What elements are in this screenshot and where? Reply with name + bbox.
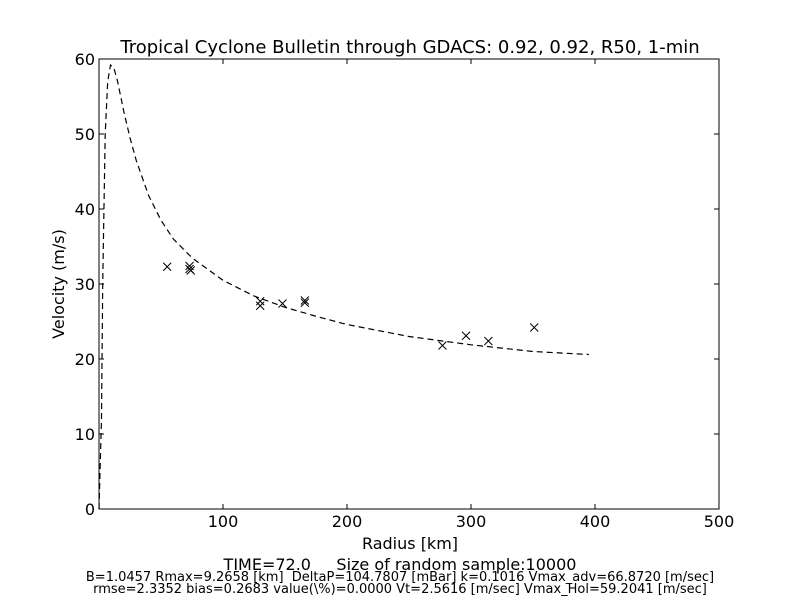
y-axis: 0 10 20 30 40 50 60	[75, 50, 719, 519]
y-tick-label: 60	[75, 50, 95, 69]
x-axis-label: Radius [km]	[362, 534, 458, 553]
x-tick-label: 200	[332, 512, 363, 531]
parameter-line-2: rmse=2.3352 bias=0.2683 value(\%)=0.0000…	[93, 582, 707, 597]
x-axis: 100 200 300 400 500	[208, 59, 735, 531]
observation-point	[300, 298, 310, 308]
observation-point	[255, 296, 265, 306]
y-tick-label: 10	[75, 425, 95, 444]
y-tick-label: 50	[75, 125, 95, 144]
y-axis-label: Velocity (m/s)	[49, 229, 68, 339]
observation-point	[186, 266, 196, 275]
observation-point	[278, 299, 287, 308]
parameter-line-1: B=1.0457 Rmax=9.2658 [km] DeltaP=104.780…	[85, 570, 715, 585]
observation-point	[300, 296, 310, 305]
x-tick-label: 500	[704, 512, 735, 531]
plot-frame	[98, 58, 720, 510]
observation-point	[255, 301, 265, 311]
fitted-profile-line	[98, 63, 589, 510]
x-tick-label: 400	[580, 512, 611, 531]
chart-title: Tropical Cyclone Bulletin through GDACS:…	[119, 37, 699, 58]
series-layer	[98, 63, 589, 510]
observation-point	[438, 341, 447, 350]
y-tick-label: 0	[85, 500, 95, 519]
observation-point	[484, 336, 493, 346]
time-sample-caption: TIME=72.0 Size of random sample:10000	[223, 555, 577, 574]
x-tick-label: 300	[456, 512, 487, 531]
y-tick-label: 40	[75, 200, 95, 219]
x-tick-label: 100	[208, 512, 239, 531]
y-tick-label: 30	[75, 275, 95, 294]
observation-point	[529, 323, 539, 332]
observation-point	[461, 331, 471, 341]
y-tick-label: 20	[75, 350, 95, 369]
observation-point	[162, 262, 172, 272]
